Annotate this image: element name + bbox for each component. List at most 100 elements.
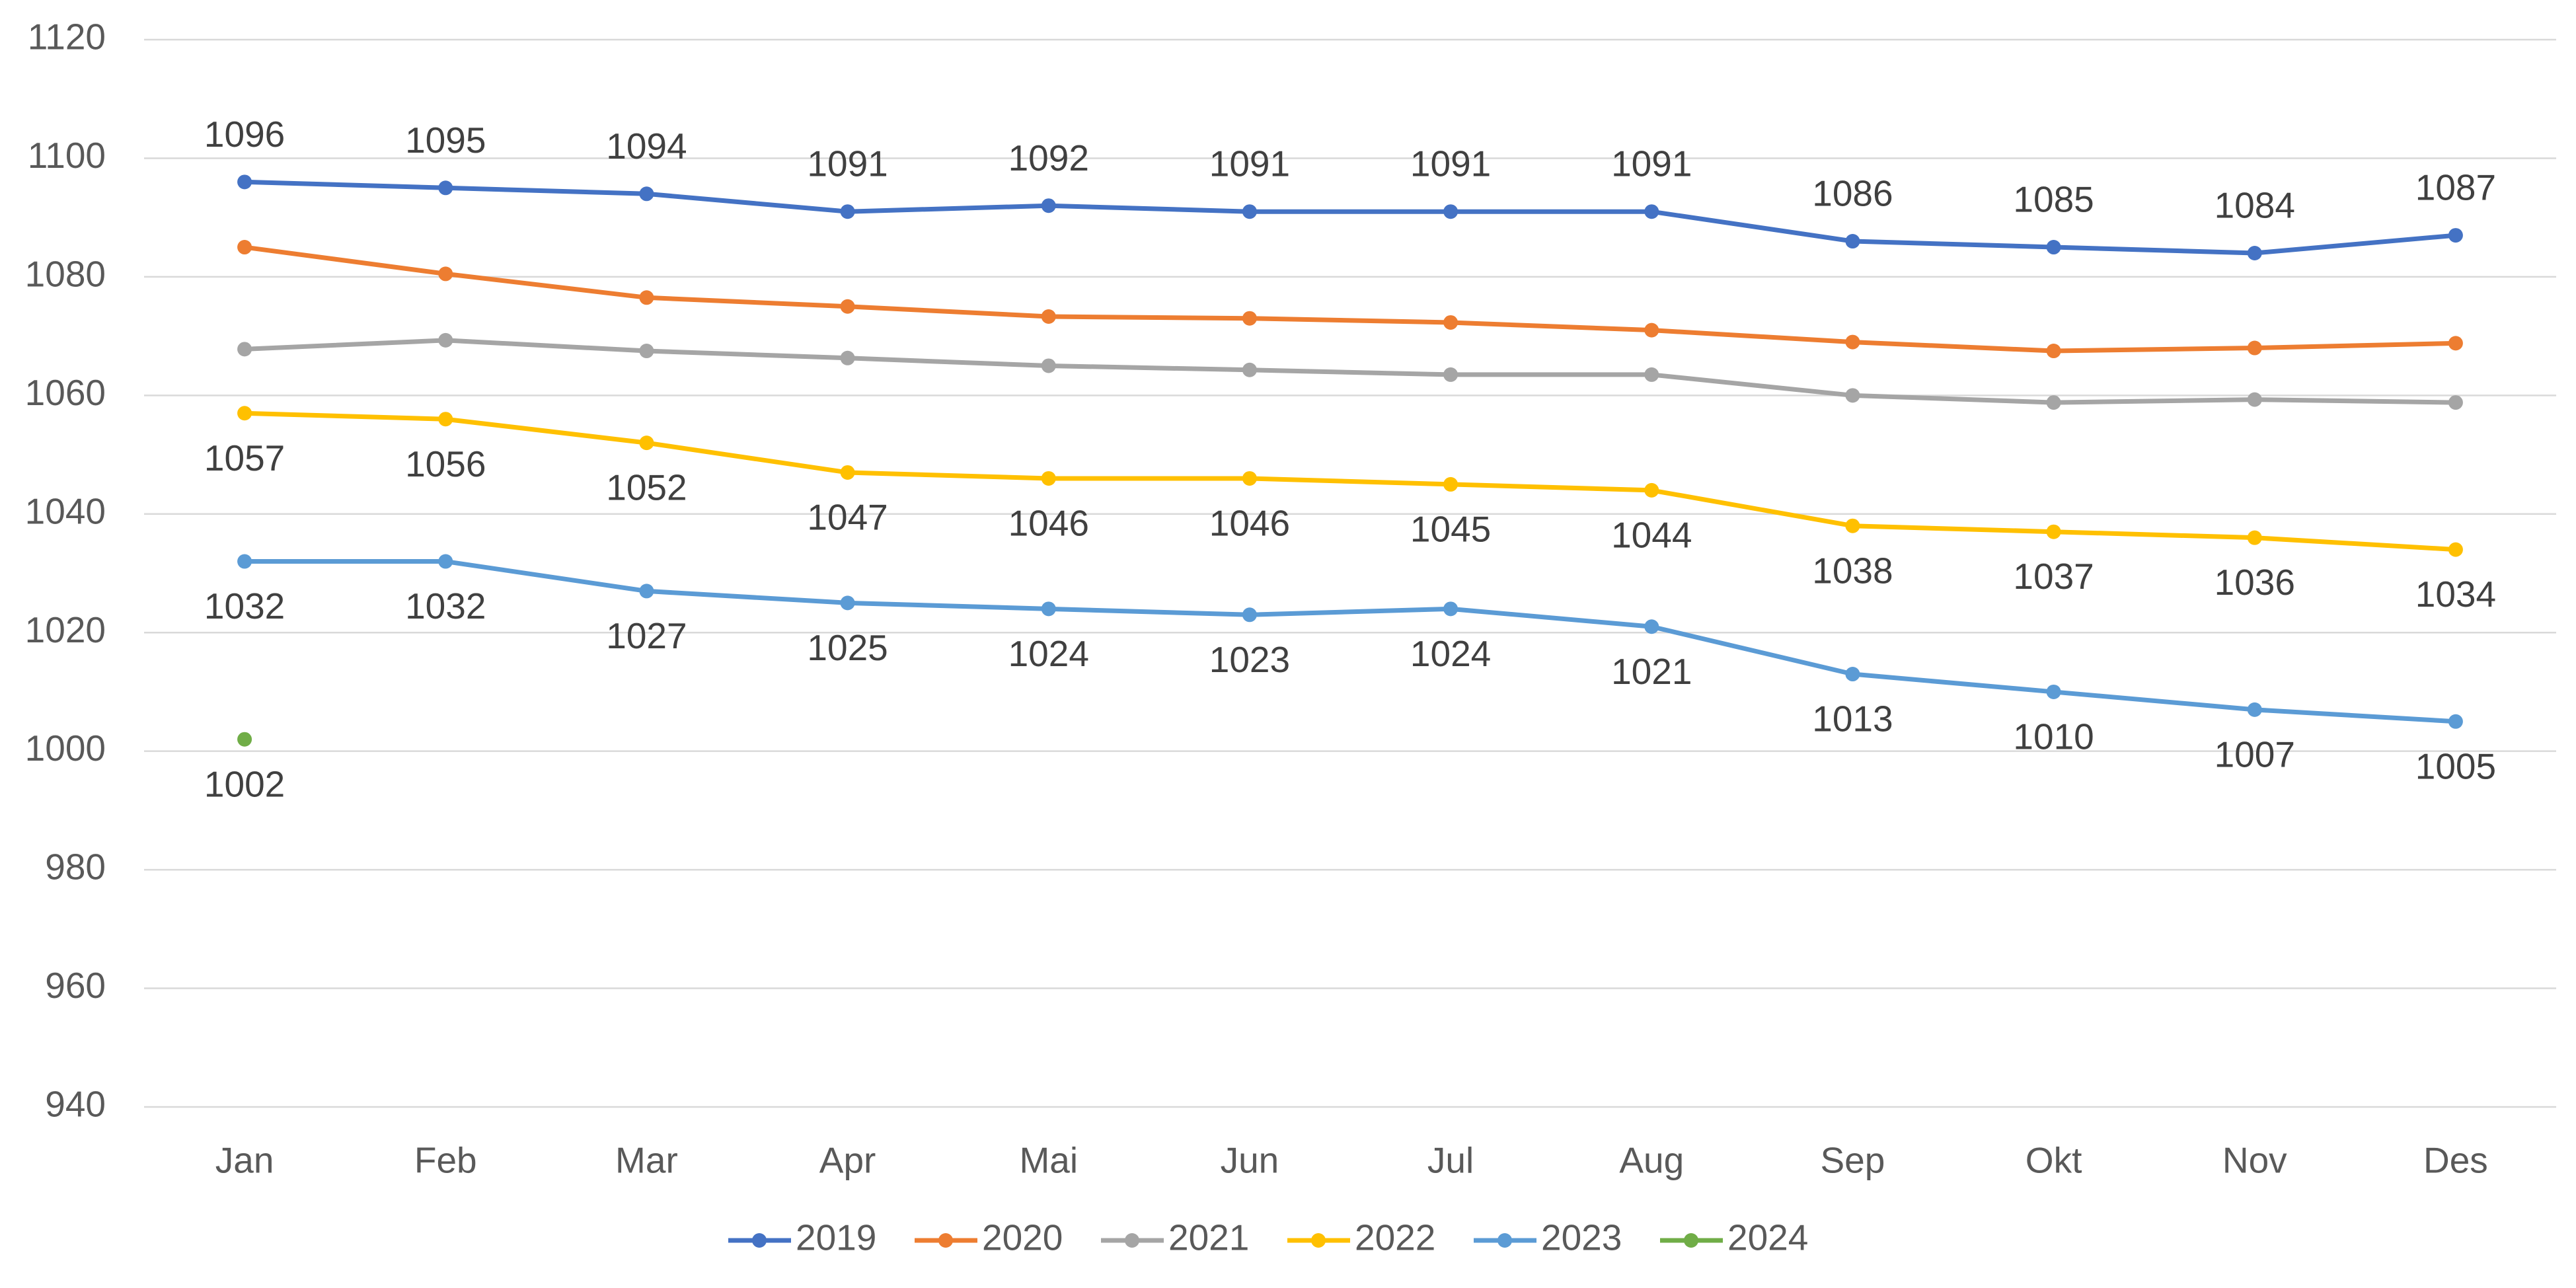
marker bbox=[1443, 601, 1458, 617]
marker bbox=[237, 554, 252, 569]
marker bbox=[438, 332, 453, 348]
marker bbox=[2046, 684, 2061, 699]
y-tick-label: 940 bbox=[45, 1084, 106, 1125]
marker bbox=[1242, 311, 1257, 326]
y-tick-label: 1040 bbox=[25, 490, 106, 531]
marker bbox=[1845, 667, 1860, 682]
marker bbox=[1041, 601, 1056, 617]
marker bbox=[2247, 246, 2262, 260]
y-tick-label: 1000 bbox=[25, 728, 106, 769]
marker bbox=[639, 186, 654, 202]
marker bbox=[1845, 388, 1860, 403]
data-label: 1023 bbox=[1209, 639, 1290, 680]
data-label: 1096 bbox=[204, 114, 285, 155]
data-label: 1046 bbox=[1209, 502, 1290, 543]
data-label: 1032 bbox=[405, 586, 486, 626]
x-tick-label: Jan bbox=[215, 1140, 274, 1181]
marker bbox=[2448, 542, 2463, 557]
x-tick-label: Nov bbox=[2222, 1140, 2287, 1181]
y-tick-label: 1080 bbox=[25, 253, 106, 294]
marker bbox=[1041, 309, 1056, 324]
data-label: 1038 bbox=[1812, 550, 1893, 591]
data-label: 1045 bbox=[1410, 508, 1491, 549]
x-tick-label: Mar bbox=[615, 1140, 678, 1181]
marker bbox=[2247, 340, 2262, 356]
marker bbox=[639, 436, 654, 451]
data-label: 1007 bbox=[2215, 734, 2295, 775]
marker bbox=[2448, 395, 2463, 410]
data-label: 1086 bbox=[1812, 173, 1893, 214]
marker bbox=[237, 240, 252, 255]
marker bbox=[1242, 362, 1257, 377]
data-label: 1046 bbox=[1008, 502, 1089, 543]
data-label: 1005 bbox=[2415, 745, 2496, 786]
marker bbox=[2448, 228, 2463, 243]
data-label: 1002 bbox=[204, 763, 285, 804]
data-label: 1092 bbox=[1008, 137, 1089, 178]
data-label: 1024 bbox=[1008, 633, 1089, 674]
marker bbox=[840, 204, 855, 219]
data-label: 1052 bbox=[606, 467, 687, 508]
marker bbox=[1041, 198, 1056, 213]
data-label: 1087 bbox=[2415, 167, 2496, 208]
marker bbox=[1443, 367, 1458, 382]
marker bbox=[1443, 476, 1458, 492]
legend-marker bbox=[1311, 1233, 1326, 1248]
data-label: 1057 bbox=[204, 437, 285, 478]
marker bbox=[2046, 240, 2061, 255]
legend-marker bbox=[1125, 1233, 1139, 1248]
data-label: 1085 bbox=[2013, 179, 2094, 220]
x-tick-label: Aug bbox=[1619, 1140, 1684, 1181]
data-label: 1091 bbox=[1209, 143, 1290, 184]
data-label: 1091 bbox=[1611, 143, 1692, 184]
legend-label: 2020 bbox=[982, 1217, 1063, 1258]
marker bbox=[1443, 315, 1458, 330]
marker bbox=[1845, 518, 1860, 533]
legend-label: 2023 bbox=[1541, 1217, 1622, 1258]
data-label: 1036 bbox=[2215, 562, 2295, 603]
marker bbox=[1242, 607, 1257, 623]
data-label: 1032 bbox=[204, 586, 285, 626]
marker bbox=[2247, 530, 2262, 545]
marker bbox=[1644, 367, 1659, 382]
marker bbox=[1041, 471, 1056, 486]
x-tick-label: Jul bbox=[1427, 1140, 1474, 1181]
marker bbox=[840, 465, 855, 480]
y-tick-label: 1100 bbox=[28, 135, 106, 176]
y-tick-label: 980 bbox=[45, 847, 106, 888]
data-label: 1027 bbox=[606, 615, 687, 656]
marker bbox=[840, 350, 855, 365]
series-line bbox=[244, 338, 2456, 405]
marker bbox=[2247, 392, 2262, 407]
x-tick-label: Feb bbox=[414, 1140, 477, 1181]
legend-marker bbox=[1684, 1233, 1698, 1248]
marker bbox=[639, 584, 654, 599]
x-tick-label: Mai bbox=[1019, 1140, 1078, 1181]
marker bbox=[840, 595, 855, 611]
marker bbox=[1644, 482, 1659, 498]
data-label: 1091 bbox=[1410, 143, 1491, 184]
data-label: 1095 bbox=[405, 120, 486, 161]
marker bbox=[2046, 344, 2061, 359]
data-label: 1094 bbox=[606, 126, 687, 167]
legend-marker bbox=[1497, 1233, 1512, 1248]
data-label: 1047 bbox=[807, 497, 888, 538]
data-label: 1034 bbox=[2415, 574, 2496, 615]
marker bbox=[2448, 714, 2463, 729]
data-label: 1044 bbox=[1611, 514, 1692, 555]
legend-label: 2021 bbox=[1168, 1217, 1249, 1258]
data-label: 1024 bbox=[1410, 633, 1491, 674]
data-label: 1013 bbox=[1812, 699, 1893, 739]
y-tick-label: 960 bbox=[45, 965, 106, 1006]
marker bbox=[1443, 204, 1458, 219]
legend-marker bbox=[938, 1233, 953, 1248]
legend-label: 2024 bbox=[1727, 1217, 1808, 1258]
marker bbox=[1644, 619, 1659, 634]
y-tick-label: 1020 bbox=[25, 609, 106, 650]
x-tick-label: Des bbox=[2423, 1140, 2488, 1181]
data-label: 1010 bbox=[2013, 716, 2094, 757]
marker bbox=[438, 266, 453, 282]
series-line bbox=[244, 410, 2456, 552]
